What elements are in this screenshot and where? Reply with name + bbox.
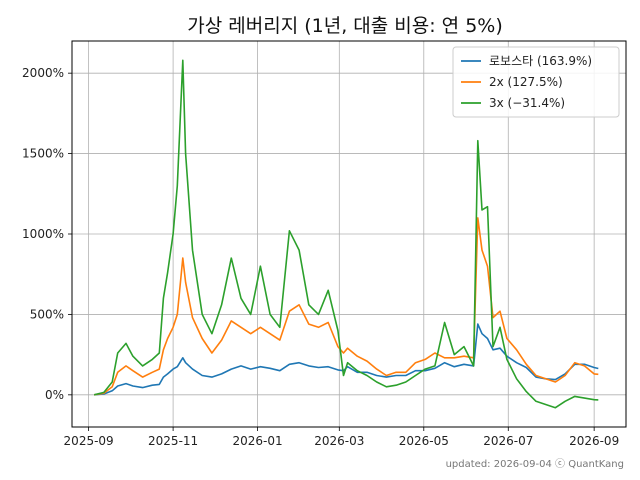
y-tick-label: 1500%	[22, 147, 64, 161]
chart-title: 가상 레버리지 (1년, 대출 비용: 연 5%)	[187, 15, 503, 37]
x-tick-label: 2026-09	[569, 434, 619, 448]
y-tick-label: 0%	[45, 388, 64, 402]
footer-credit: updated: 2026-09-04 ⓒ QuantKang	[446, 458, 624, 470]
legend-label: 3x (−31.4%)	[489, 96, 565, 110]
series-line-3	[94, 59, 599, 409]
legend: 로보스타 (163.9%) 2x (127.5%) 3x (−31.4%)	[452, 46, 620, 118]
x-tick-label: 2026-07	[483, 434, 533, 448]
x-tick-label: 2025-11	[148, 434, 198, 448]
y-tick-label: 2000%	[22, 66, 64, 80]
x-tick-label: 2026-01	[233, 434, 283, 448]
x-tick-label: 2026-05	[399, 434, 449, 448]
y-tick-label: 500%	[30, 307, 64, 321]
x-axis: 2025-09 2025-11 2026-01 2026-03 2026-05 2026-…	[64, 427, 619, 448]
legend-label: 2x (127.5%)	[489, 75, 563, 89]
y-axis: 0% 500% 1000% 1500% 2000%	[22, 66, 72, 402]
x-tick-label: 2026-03	[314, 434, 364, 448]
series-layer	[94, 59, 599, 409]
legend-box	[452, 46, 620, 118]
legend-label: 로보스타 (163.9%)	[489, 54, 592, 68]
y-tick-label: 1000%	[22, 227, 64, 241]
x-tick-label: 2025-09	[64, 434, 114, 448]
